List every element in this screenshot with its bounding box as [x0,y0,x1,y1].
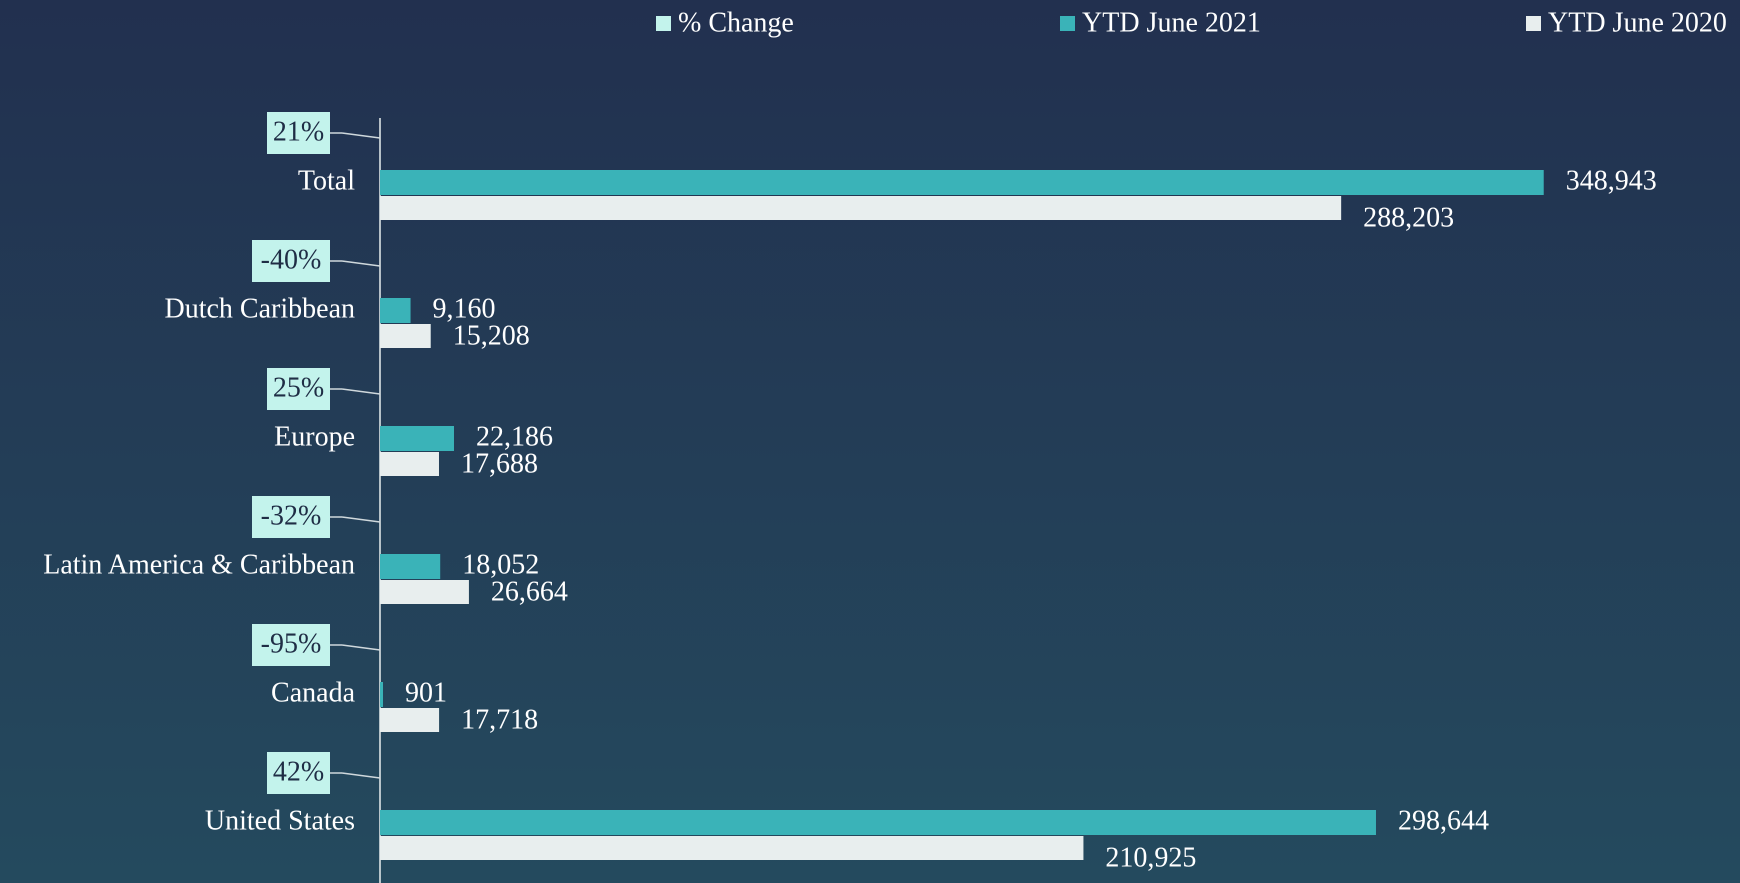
callout-leader [341,260,381,267]
bar-value-label: 17,718 [461,704,538,735]
callout-label: -32% [261,500,322,531]
bar [380,554,441,579]
callout-label: 42% [273,756,324,787]
bar [380,426,454,451]
callout-box [267,112,330,154]
bar [380,810,1376,835]
category-label: United States [205,805,355,836]
bar-value-label: 348,943 [1566,165,1657,196]
category-label: Canada [271,677,356,708]
bar-value-label: 17,688 [461,448,538,479]
legend-label: % Change [678,7,794,38]
bar-value-label: 26,664 [491,576,568,607]
legend-swatch [1526,16,1541,31]
bar-value-label: 22,186 [476,421,553,452]
callout-label: 25% [273,372,324,403]
bar [380,708,440,732]
bar [380,298,411,323]
category-label: Dutch Caribbean [165,293,356,324]
category-label: Latin America & Caribbean [43,549,355,580]
callout-label: -95% [261,628,322,659]
bar [380,324,431,348]
bar-value-label: 288,203 [1363,202,1454,233]
callout-leader [341,388,381,395]
legend-label: YTD June 2021 [1082,7,1261,38]
callout-box [252,624,330,666]
bar-value-label: 298,644 [1398,805,1489,836]
bar-value-label: 210,925 [1105,842,1196,873]
category-label: Europe [274,421,355,452]
category-label: Total [298,165,355,196]
bar [380,682,384,707]
callout-box [267,752,330,794]
callout-box [252,496,330,538]
callout-box [267,368,330,410]
bar-value-label: 901 [405,677,447,708]
bar-value-label: 15,208 [453,320,530,351]
legend-label: YTD June 2020 [1548,7,1727,38]
bar [380,836,1084,860]
callout-label: -40% [261,244,322,275]
legend-swatch [1060,16,1075,31]
bar [380,196,1342,220]
callout-leader [341,516,381,523]
bar [380,170,1544,195]
bar [380,452,439,476]
bar-value-label: 9,160 [433,293,496,324]
bar-value-label: 18,052 [462,549,539,580]
legend-swatch [656,16,671,31]
bar [380,580,469,604]
callout-leader [341,132,381,139]
callout-leader [341,644,381,651]
callout-box [252,240,330,282]
callout-label: 21% [273,116,324,147]
callout-leader [341,772,381,779]
